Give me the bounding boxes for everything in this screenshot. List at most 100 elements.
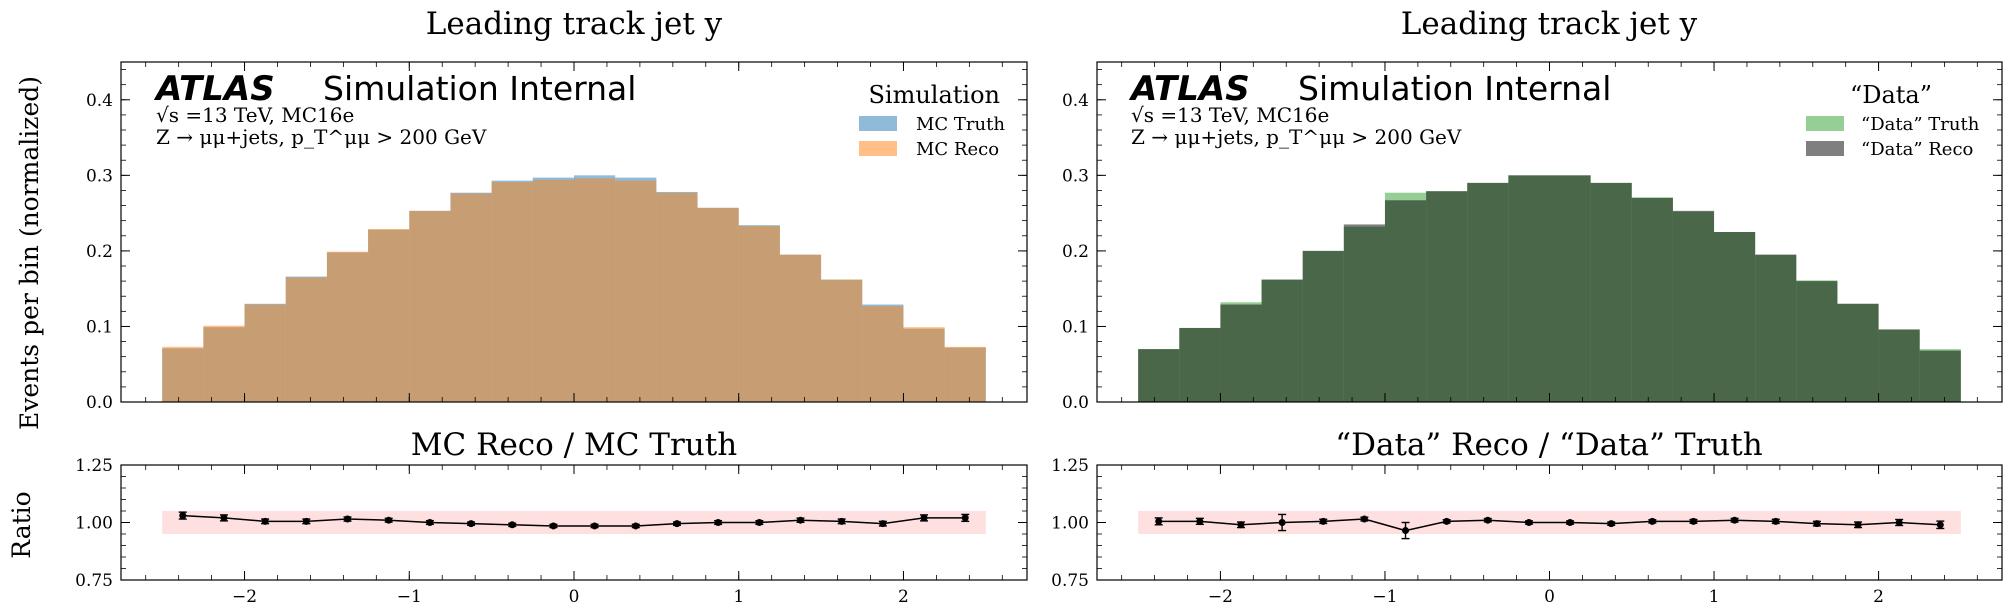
right-bar-reco-11	[1590, 182, 1632, 402]
right-ratio-point-15	[1772, 517, 1780, 525]
right-ratio-point-5	[1360, 515, 1368, 523]
left-ratio-point-7	[467, 520, 475, 528]
right-info-process: Z → μμ+jets, p_T^μμ > 200 GeV	[1131, 125, 1462, 149]
right-ratio-point-2	[1237, 521, 1245, 529]
left-atlas-label: ATLAS	[153, 69, 275, 109]
right-ratio-point-8	[1484, 516, 1492, 524]
right-ratio-point-11	[1607, 520, 1615, 528]
left-bar-reco-4	[326, 251, 369, 402]
left-ratio-point-3	[302, 517, 310, 525]
left-bar-reco-2	[244, 304, 286, 402]
right-ratio-line	[1158, 518, 1941, 532]
left-legend-title: Simulation	[868, 81, 1000, 109]
right-top-ytick-label: 0.3	[1062, 166, 1089, 186]
left-bar-reco-1	[203, 325, 245, 402]
right-ratio-xtick-label: 1	[1709, 587, 1720, 607]
right-ratio-plot: 0.75 1.00 1.25 −2 −1 0 1 2	[1051, 456, 2003, 607]
right-ratio-point-10	[1566, 519, 1574, 526]
right-ratio-xtick-label: −1	[1372, 587, 1397, 607]
left-bar-reco-13	[697, 207, 739, 402]
left-bar-reco-19	[944, 346, 986, 402]
right-bar-reco-4	[1302, 250, 1344, 402]
right-bar-reco-12	[1631, 198, 1673, 402]
right-top-ytick-label: 0.2	[1062, 242, 1089, 262]
left-ratio-plot: 0.75 1.00 1.25 −2 −1 0 1 2	[75, 456, 1028, 607]
left-ratio-ytick-label: 1.25	[75, 456, 113, 476]
left-bar-reco-11	[615, 180, 657, 402]
left-ratio-xtick-label: −1	[397, 587, 422, 607]
right-bar-reco-8	[1467, 182, 1509, 402]
right-series-reco	[1138, 175, 1961, 402]
left-ratio-band	[162, 511, 986, 534]
left-ratio-point-17	[879, 520, 887, 528]
right-bar-reco-13	[1672, 210, 1715, 402]
left-ratio-point-18	[920, 514, 928, 522]
right-bar-reco-15	[1755, 254, 1797, 402]
left-bar-reco-10	[574, 178, 616, 402]
left-bar-reco-16	[821, 279, 863, 402]
right-bar-reco-6	[1384, 200, 1427, 402]
left-ratio-point-1	[220, 514, 228, 522]
left-bar-reco-12	[656, 192, 698, 402]
left-ratio-point-5	[385, 516, 393, 524]
left-panel: Leading track jet y 0.0 0.1 0.2 0.3 0.4 ATLA…	[75, 6, 1028, 607]
left-bar-reco-17	[862, 306, 904, 402]
right-ratio-xtick-label: −2	[1208, 587, 1233, 607]
right-ratio-point-7	[1443, 517, 1451, 525]
right-bar-reco-18	[1878, 329, 1920, 402]
right-top-ytick-label: 0.0	[1062, 393, 1089, 413]
right-bar-reco-1	[1179, 327, 1221, 402]
left-ratio-point-10	[591, 522, 599, 530]
left-top-ytick-label: 0.0	[86, 393, 113, 413]
left-bar-reco-18	[903, 327, 945, 402]
left-bar-reco-7	[450, 193, 492, 402]
left-ratio-point-0	[179, 512, 187, 520]
left-bar-reco-3	[285, 277, 327, 402]
left-bar-reco-6	[409, 210, 451, 402]
right-ratio-point-9	[1525, 519, 1533, 526]
left-ratio-point-12	[673, 520, 681, 528]
left-ratio-point-8	[508, 521, 516, 529]
left-atlas-sub: Simulation Internal	[323, 69, 636, 108]
left-top-title: Leading track jet y	[426, 6, 723, 42]
right-top-ytick-label: 0.1	[1062, 317, 1089, 337]
right-ratio-title: “Data” Reco / “Data” Truth	[1335, 427, 1762, 463]
right-top-title: Leading track jet y	[1401, 6, 1698, 42]
y-axis-label-top: Events per bin (normalized)	[15, 76, 44, 430]
left-legend-swatch-truth	[859, 116, 897, 131]
left-ratio-point-14	[755, 519, 763, 526]
right-ratio-xtick-label: 0	[1544, 587, 1555, 607]
left-ratio-point-19	[961, 514, 969, 522]
left-ratio-xtick-label: 2	[898, 587, 909, 607]
left-ratio-title: MC Reco / MC Truth	[411, 427, 737, 463]
right-top-ytick-label: 0.4	[1062, 91, 1089, 111]
left-bar-reco-14	[738, 225, 780, 402]
right-bar-reco-0	[1138, 349, 1180, 402]
left-ratio-xtick-label: −2	[232, 587, 257, 607]
right-bar-reco-16	[1796, 281, 1838, 402]
left-info-energy: √s =13 TeV, MC16e	[156, 103, 354, 127]
right-legend-swatch-reco	[1806, 141, 1844, 156]
right-ratio-point-1	[1196, 517, 1204, 525]
left-top-plot: 0.0 0.1 0.2 0.3 0.4	[86, 61, 1028, 413]
left-bar-reco-5	[368, 228, 410, 402]
left-top-ytick-label: 0.4	[86, 91, 113, 111]
left-ratio-point-11	[632, 522, 640, 530]
left-ratio-ytick-label: 1.00	[75, 514, 113, 534]
right-ratio-point-0	[1155, 517, 1163, 525]
right-bar-reco-19	[1919, 350, 1961, 402]
right-ratio-ytick-label: 1.00	[1051, 514, 1089, 534]
right-legend-entry-truth: “Data” Truth	[1861, 114, 1980, 135]
y-axis-label-ratio: Ratio	[7, 491, 36, 558]
left-top-ytick-label: 0.1	[86, 317, 113, 337]
left-ratio-point-15	[797, 516, 804, 524]
right-bar-reco-9	[1508, 175, 1550, 402]
right-bar-reco-5	[1343, 224, 1385, 402]
right-ratio-point-13	[1689, 517, 1697, 525]
left-legend-entry-reco: MC Reco	[916, 139, 999, 160]
right-bar-reco-10	[1549, 175, 1591, 402]
right-ratio-point-16	[1813, 520, 1821, 528]
right-ratio-point-18	[1895, 519, 1903, 526]
right-ratio-point-3	[1278, 519, 1286, 526]
